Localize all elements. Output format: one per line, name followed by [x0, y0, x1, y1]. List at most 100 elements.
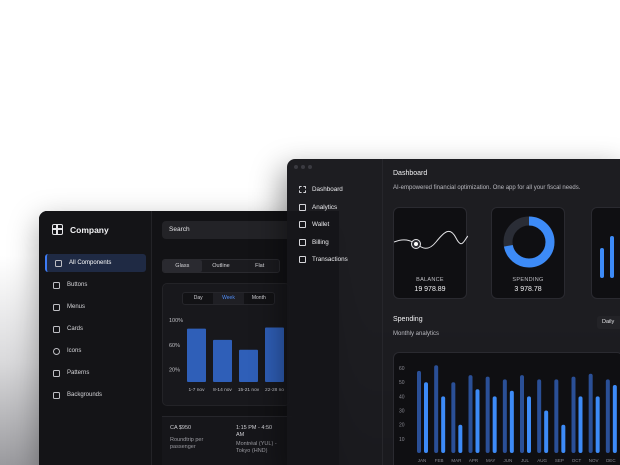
bar[interactable]	[605, 379, 610, 453]
bar[interactable]	[187, 328, 206, 382]
flight-price: CA $950	[170, 425, 192, 431]
period-dropdown[interactable]: Daily	[597, 316, 620, 329]
tab-glass[interactable]: Glass	[163, 260, 202, 272]
nav-item-billing[interactable]: Billing	[299, 234, 348, 252]
spending-donut	[503, 216, 555, 268]
x-tick-label: FEB	[435, 458, 444, 463]
bar[interactable]	[554, 379, 559, 453]
period-segmented-control: Day Week Month	[182, 292, 275, 305]
balance-sparkline	[394, 230, 468, 249]
bar[interactable]	[502, 379, 507, 453]
nav-item-dashboard[interactable]: Dashboard	[299, 181, 348, 199]
nav-item-buttons[interactable]: Buttons	[45, 276, 146, 294]
bar[interactable]	[544, 410, 549, 453]
tab-day[interactable]: Day	[193, 295, 203, 301]
x-tick-label: DEC	[606, 458, 616, 463]
nav-item-patterns[interactable]: Patterns	[45, 364, 146, 382]
bar[interactable]	[441, 396, 446, 453]
bar[interactable]	[239, 349, 258, 382]
x-tick-label: SEP	[555, 458, 564, 463]
minimize-dot[interactable]	[301, 165, 305, 169]
bar[interactable]	[468, 375, 473, 453]
y-tick-label: 50	[399, 380, 405, 386]
bar[interactable]	[561, 424, 566, 453]
dashboard-sidebar: Dashboard Analytics Wallet Billing Trans…	[287, 159, 383, 465]
flight-time-2: AM	[236, 432, 245, 438]
weekly-bar-chart: 100% 60% 20% 1-7 nov 8-14 nov 15-21 nov 22-28 …	[169, 318, 284, 393]
search-input[interactable]: Search	[162, 221, 302, 239]
bar[interactable]	[537, 379, 542, 453]
wallet-icon	[299, 221, 306, 229]
nav-item-analytics[interactable]: Analytics	[299, 199, 348, 217]
income-card[interactable]	[591, 207, 620, 299]
y-tick-label: 20	[399, 423, 405, 429]
bar[interactable]	[417, 370, 421, 453]
nav-item-label: Billing	[312, 238, 329, 246]
logo-icon	[52, 224, 63, 235]
grid-icon	[55, 259, 62, 267]
bar[interactable]	[578, 396, 583, 453]
bar[interactable]	[612, 385, 617, 453]
sparkline-path	[394, 230, 468, 249]
bar[interactable]	[485, 376, 490, 453]
spending-section-subtitle: Monthly analytics	[393, 331, 440, 337]
spending-card[interactable]: SPENDING 3 978.78	[491, 207, 565, 299]
dashboard-window: Dashboard Analytics Wallet Billing Trans…	[287, 159, 620, 465]
x-tick-label: MAR	[451, 458, 462, 463]
bar[interactable]	[595, 396, 600, 453]
x-tick-label: JUL	[521, 458, 529, 463]
tab-flat[interactable]: Flat	[255, 263, 265, 269]
nav-item-wallet[interactable]: Wallet	[299, 216, 348, 234]
x-tick-label: MAY	[486, 458, 495, 463]
nav-item-backgrounds[interactable]: Backgrounds	[45, 386, 146, 404]
menu-icon	[53, 303, 60, 311]
tab-month[interactable]: Month	[251, 295, 266, 301]
sparkline-marker-dot	[414, 242, 418, 246]
tab-week[interactable]: Week	[213, 293, 244, 304]
donut-value-arc	[503, 216, 555, 268]
bar[interactable]	[424, 382, 428, 453]
y-tick-label: 60	[399, 366, 405, 372]
nav-item-menus[interactable]: Menus	[45, 298, 146, 316]
nav-item-transactions[interactable]: Transactions	[299, 251, 348, 269]
y-tick-label: 60%	[169, 343, 180, 349]
bar[interactable]	[451, 382, 456, 453]
flight-route: Montréal (YUL) -	[236, 441, 277, 447]
monthly-bar-chart: 60 50 40 30 20 10 JAN FEB MAR APR MAY JUN JUL AUG SEP O…	[399, 365, 617, 463]
nav-item-label: Dashboard	[312, 186, 343, 194]
bar[interactable]	[213, 339, 232, 382]
monthly-chart-panel: 60 50 40 30 20 10 JAN FEB MAR APR MAY JUN JUL AUG SEP O…	[393, 352, 620, 465]
window-controls[interactable]	[294, 165, 312, 169]
balance-card[interactable]: BALANCE 19 978.89	[393, 207, 468, 299]
bar[interactable]	[509, 390, 514, 453]
y-tick-label: 20%	[169, 368, 180, 374]
circle-icon	[53, 347, 60, 355]
y-tick-label: 100%	[169, 318, 183, 324]
tab-outline[interactable]: Outline	[212, 263, 230, 269]
close-dot[interactable]	[294, 165, 298, 169]
image-icon	[53, 391, 60, 399]
card-icon	[53, 325, 60, 333]
nav-item-all-components[interactable]: All Components	[45, 254, 146, 272]
nav-item-label: Wallet	[312, 221, 330, 229]
bar[interactable]	[571, 376, 576, 453]
brand[interactable]: Company	[52, 224, 109, 235]
bar[interactable]	[520, 375, 524, 453]
nav-item-label: Transactions	[312, 256, 348, 264]
nav-item-label: Cards	[67, 326, 84, 332]
bar[interactable]	[588, 373, 593, 453]
maximize-dot[interactable]	[308, 165, 312, 169]
x-tick-label: APR	[469, 458, 479, 463]
bar[interactable]	[492, 396, 497, 453]
bar[interactable]	[527, 396, 531, 453]
nav-item-label: Backgrounds	[67, 392, 103, 398]
nav-item-cards[interactable]: Cards	[45, 320, 146, 338]
flight-card[interactable]: CA $950 Roundtrip per passenger 1:15 PM …	[162, 416, 292, 465]
bar[interactable]	[434, 365, 439, 453]
x-tick-label: NOV	[589, 458, 599, 463]
nav-item-icons[interactable]: Icons	[45, 342, 146, 360]
bar[interactable]	[475, 389, 480, 453]
bar[interactable]	[265, 327, 284, 382]
bar[interactable]	[458, 424, 463, 453]
y-tick-label: 30	[399, 409, 405, 415]
